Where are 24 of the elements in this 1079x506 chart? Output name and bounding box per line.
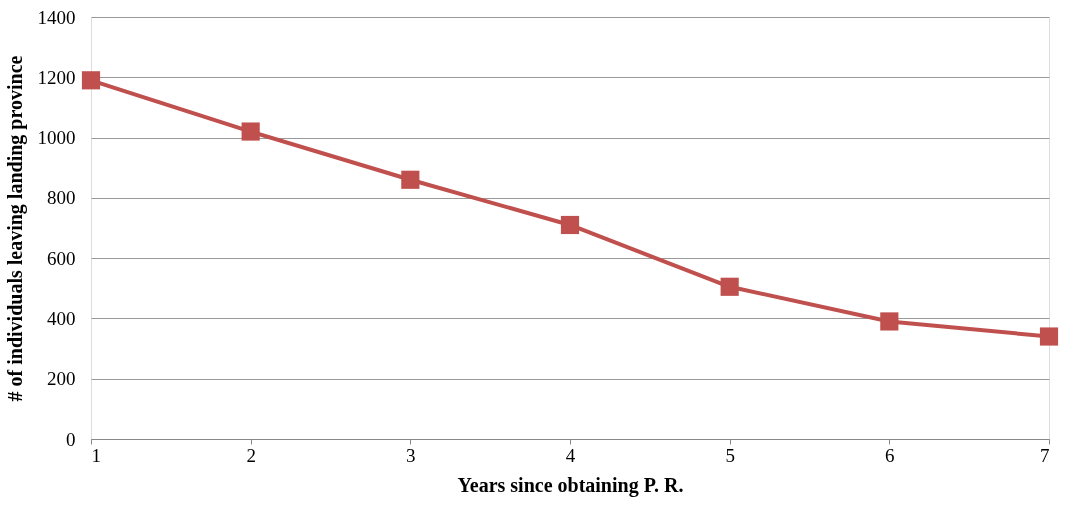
x-tick-label: 5	[725, 444, 735, 466]
point	[1039, 327, 1059, 346]
y-tick-label: 0	[66, 428, 76, 450]
point	[401, 170, 420, 189]
x-axis-title: Years since obtaining P. R.	[457, 473, 684, 497]
point	[720, 277, 739, 296]
point	[560, 215, 580, 235]
y-tick-label: 800	[47, 187, 76, 209]
x-tick-label: 6	[885, 444, 895, 466]
y-tick-label: 1000	[37, 127, 76, 149]
x-tick-label: 2	[246, 444, 256, 466]
y-tick-label: 200	[47, 368, 76, 390]
y-tick-label: 1200	[37, 66, 76, 88]
x-tick-label: 7	[1040, 444, 1050, 466]
y-tick-label: 400	[47, 307, 76, 329]
y-axis-title: # of individuals leaving landing province	[3, 55, 27, 402]
x-tick-label: 4	[565, 444, 576, 466]
y-tick-label: 1400	[37, 6, 76, 28]
point	[880, 312, 899, 331]
x-tick-label: 1	[91, 444, 101, 466]
point	[81, 71, 101, 90]
point	[241, 122, 260, 141]
x-tick-label: 3	[406, 444, 416, 466]
y-tick-label: 600	[47, 247, 76, 269]
